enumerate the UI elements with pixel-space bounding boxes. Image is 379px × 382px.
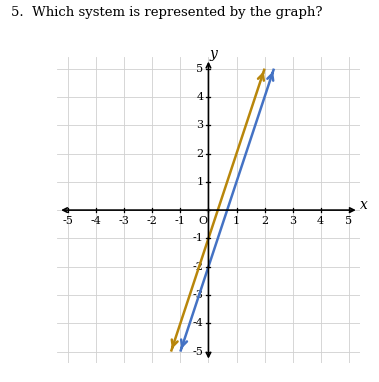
Text: O: O bbox=[198, 216, 207, 226]
Text: -3: -3 bbox=[119, 216, 130, 226]
Text: 4: 4 bbox=[196, 92, 204, 102]
Text: x: x bbox=[360, 198, 368, 212]
Text: 1: 1 bbox=[196, 177, 204, 187]
Text: 5: 5 bbox=[196, 64, 204, 74]
Text: -2: -2 bbox=[193, 262, 204, 272]
Text: 5.  Which system is represented by the graph?: 5. Which system is represented by the gr… bbox=[11, 6, 323, 19]
Text: 3: 3 bbox=[196, 120, 204, 130]
Text: 2: 2 bbox=[261, 216, 268, 226]
Text: 1: 1 bbox=[233, 216, 240, 226]
Text: -4: -4 bbox=[91, 216, 102, 226]
Text: y: y bbox=[210, 47, 218, 62]
Text: 5: 5 bbox=[345, 216, 352, 226]
Text: -5: -5 bbox=[193, 346, 204, 356]
Text: -2: -2 bbox=[147, 216, 158, 226]
Text: -1: -1 bbox=[193, 233, 204, 243]
Text: -3: -3 bbox=[193, 290, 204, 300]
Text: 2: 2 bbox=[196, 149, 204, 159]
Text: 4: 4 bbox=[317, 216, 324, 226]
Text: -4: -4 bbox=[193, 318, 204, 328]
Text: -1: -1 bbox=[175, 216, 186, 226]
Text: 3: 3 bbox=[289, 216, 296, 226]
Text: -5: -5 bbox=[63, 216, 74, 226]
